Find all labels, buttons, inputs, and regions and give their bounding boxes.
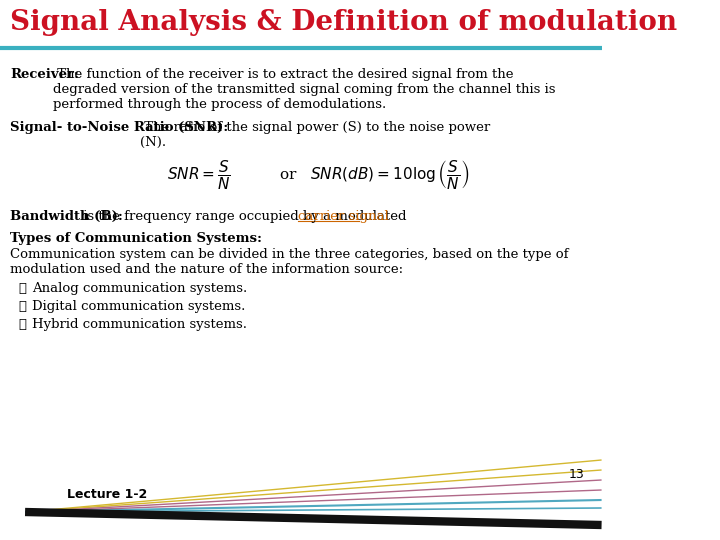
Text: Signal Analysis & Definition of modulation: Signal Analysis & Definition of modulati… [10, 10, 677, 37]
Text: Digital communication systems.: Digital communication systems. [32, 300, 245, 313]
Text: Analog communication systems.: Analog communication systems. [32, 282, 247, 295]
Text: Bandwidth (B):: Bandwidth (B): [10, 210, 123, 223]
Text: carrier signal: carrier signal [298, 210, 389, 223]
Text: The function of the receiver is to extract the desired signal from the
degraded : The function of the receiver is to extra… [53, 68, 556, 111]
Text: ☐: ☐ [19, 300, 27, 313]
Text: $SNR = \dfrac{S}{N}$          or   $SNR(dB) = 10\log\left(\dfrac{S}{N}\right)$: $SNR = \dfrac{S}{N}$ or $SNR(dB) = 10\lo… [167, 158, 469, 191]
Text: Lecture 1-2: Lecture 1-2 [67, 488, 147, 501]
Text: The ratio of the signal power (S) to the noise power
(N).: The ratio of the signal power (S) to the… [140, 121, 490, 149]
Text: is the frequency range occupied by a modulated: is the frequency range occupied by a mod… [78, 210, 410, 223]
Text: Hybrid communication systems.: Hybrid communication systems. [32, 318, 247, 331]
Text: Signal- to-Noise Ratio (SNR):: Signal- to-Noise Ratio (SNR): [10, 121, 228, 134]
FancyBboxPatch shape [0, 0, 602, 45]
Text: ☐: ☐ [19, 318, 27, 331]
Text: ☐: ☐ [19, 282, 27, 295]
Text: Types of Communication Systems:: Types of Communication Systems: [10, 232, 262, 245]
Text: Communication system can be divided in the three categories, based on the type o: Communication system can be divided in t… [10, 248, 569, 276]
Text: 13: 13 [569, 469, 585, 482]
Text: Receiver:: Receiver: [10, 68, 79, 81]
